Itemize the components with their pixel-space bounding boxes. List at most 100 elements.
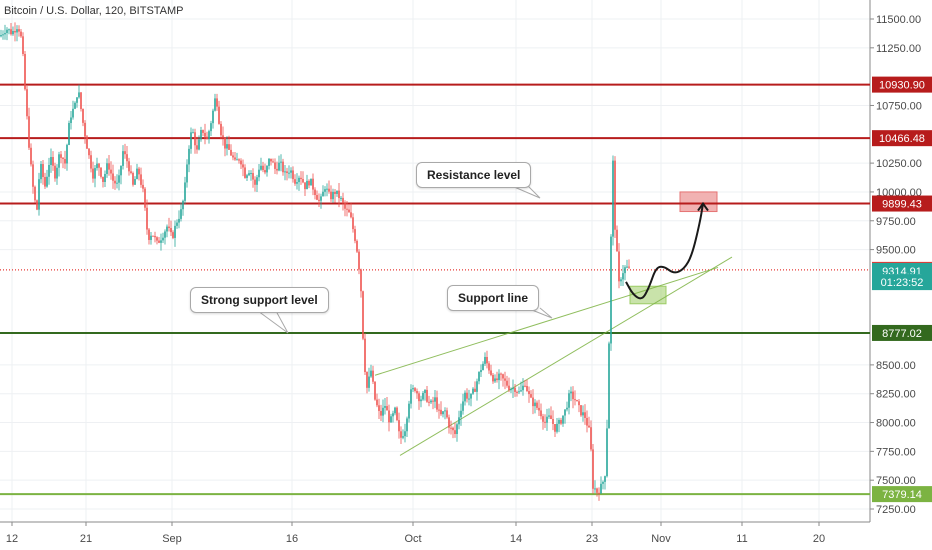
candle-body [396, 407, 398, 421]
candle-body [214, 98, 216, 111]
candle-body [370, 370, 372, 377]
x-tick-label: 23 [586, 533, 598, 545]
candle-body [176, 222, 178, 226]
y-tick-label: 7750.00 [876, 446, 916, 458]
candle-body [466, 392, 468, 399]
x-tick-label: 21 [80, 533, 92, 545]
price-tag-current-text: 01:23:52 [881, 277, 924, 289]
candle-body [506, 380, 508, 386]
candle-body [550, 415, 552, 419]
candle-body [208, 131, 210, 140]
callout-strong-support-pointer [257, 310, 289, 334]
callout-support-line[interactable]: Support line [447, 285, 539, 311]
target-zone[interactable] [679, 191, 718, 213]
candle-body [428, 401, 430, 403]
y-tick-label: 7250.00 [876, 504, 916, 516]
forecast-arrow-path[interactable] [625, 203, 704, 300]
candle-body [320, 196, 322, 201]
candle-body [108, 163, 110, 170]
price-tag-current [872, 274, 932, 291]
candle-body [310, 178, 312, 186]
candle-body [246, 175, 248, 178]
candle-body [430, 400, 432, 403]
candle-body [2, 34, 4, 36]
candle-body [282, 161, 284, 173]
candle-body [386, 406, 388, 411]
candle-body [580, 405, 582, 416]
candle-body [456, 424, 458, 435]
candle-body [218, 106, 220, 124]
candle-body [244, 167, 246, 178]
candle-body [568, 393, 570, 408]
callout-strong-support-level[interactable]: Strong support level [190, 287, 329, 313]
candle-body [92, 168, 94, 179]
candle-body [508, 385, 510, 391]
candle-body [10, 29, 12, 35]
candle-body [436, 397, 438, 410]
candle-body [134, 179, 136, 185]
candle-body [68, 123, 70, 145]
candle-body [352, 217, 354, 230]
candle-body [140, 174, 142, 185]
candle-body [88, 148, 90, 156]
trend-line[interactable] [374, 266, 719, 376]
candle-body [388, 410, 390, 423]
candle-body [80, 92, 82, 109]
candle-body [604, 476, 606, 482]
candle-body [410, 389, 412, 404]
candle-body [170, 228, 172, 233]
x-tick-label: 20 [813, 533, 825, 545]
candle-body [144, 188, 146, 208]
candle-body [474, 388, 476, 392]
candle-body [232, 155, 234, 158]
candle-body [358, 251, 360, 270]
candle-body [518, 391, 520, 393]
candle-body [286, 171, 288, 174]
y-tick-label: 11500.00 [876, 14, 921, 26]
candle-body [110, 169, 112, 174]
candle-body [264, 170, 266, 173]
candle-body [270, 158, 272, 162]
candle-body [628, 266, 630, 268]
candle-body [424, 389, 426, 393]
candle-body [82, 108, 84, 123]
trend-line[interactable] [399, 256, 733, 456]
candle-body [624, 267, 626, 274]
candle-body [66, 144, 68, 164]
candle-body [26, 89, 28, 117]
price-tag-level [872, 195, 932, 212]
candle-body [78, 92, 80, 98]
callout-resistance-level[interactable]: Resistance level [416, 162, 532, 188]
candle-body [560, 419, 562, 424]
candle-body [610, 236, 612, 344]
candle-body [490, 370, 492, 375]
candle-body [542, 416, 544, 422]
candle-body [138, 168, 140, 175]
candle-body [552, 418, 554, 425]
candle-body [510, 389, 512, 391]
candle-body [602, 481, 604, 484]
candle-body [406, 418, 408, 432]
candle-body [188, 148, 190, 165]
candle-body [292, 170, 294, 180]
candle-body [172, 232, 174, 238]
candle-body [14, 31, 16, 33]
candle-body [72, 108, 74, 118]
candle-body [514, 387, 516, 392]
candle-body [522, 385, 524, 391]
candle-body [536, 402, 538, 408]
candle-body [494, 378, 496, 382]
candlestick-series [0, 22, 630, 501]
candle-body [94, 168, 96, 179]
candle-body [148, 229, 150, 240]
candle-body [142, 184, 144, 189]
candle-body [502, 374, 504, 379]
candle-body [556, 423, 558, 432]
candle-body [160, 240, 162, 243]
candle-body [30, 147, 32, 165]
candle-body [338, 190, 340, 199]
candle-body [0, 35, 2, 37]
candle-body [394, 407, 396, 414]
candle-body [162, 237, 164, 241]
